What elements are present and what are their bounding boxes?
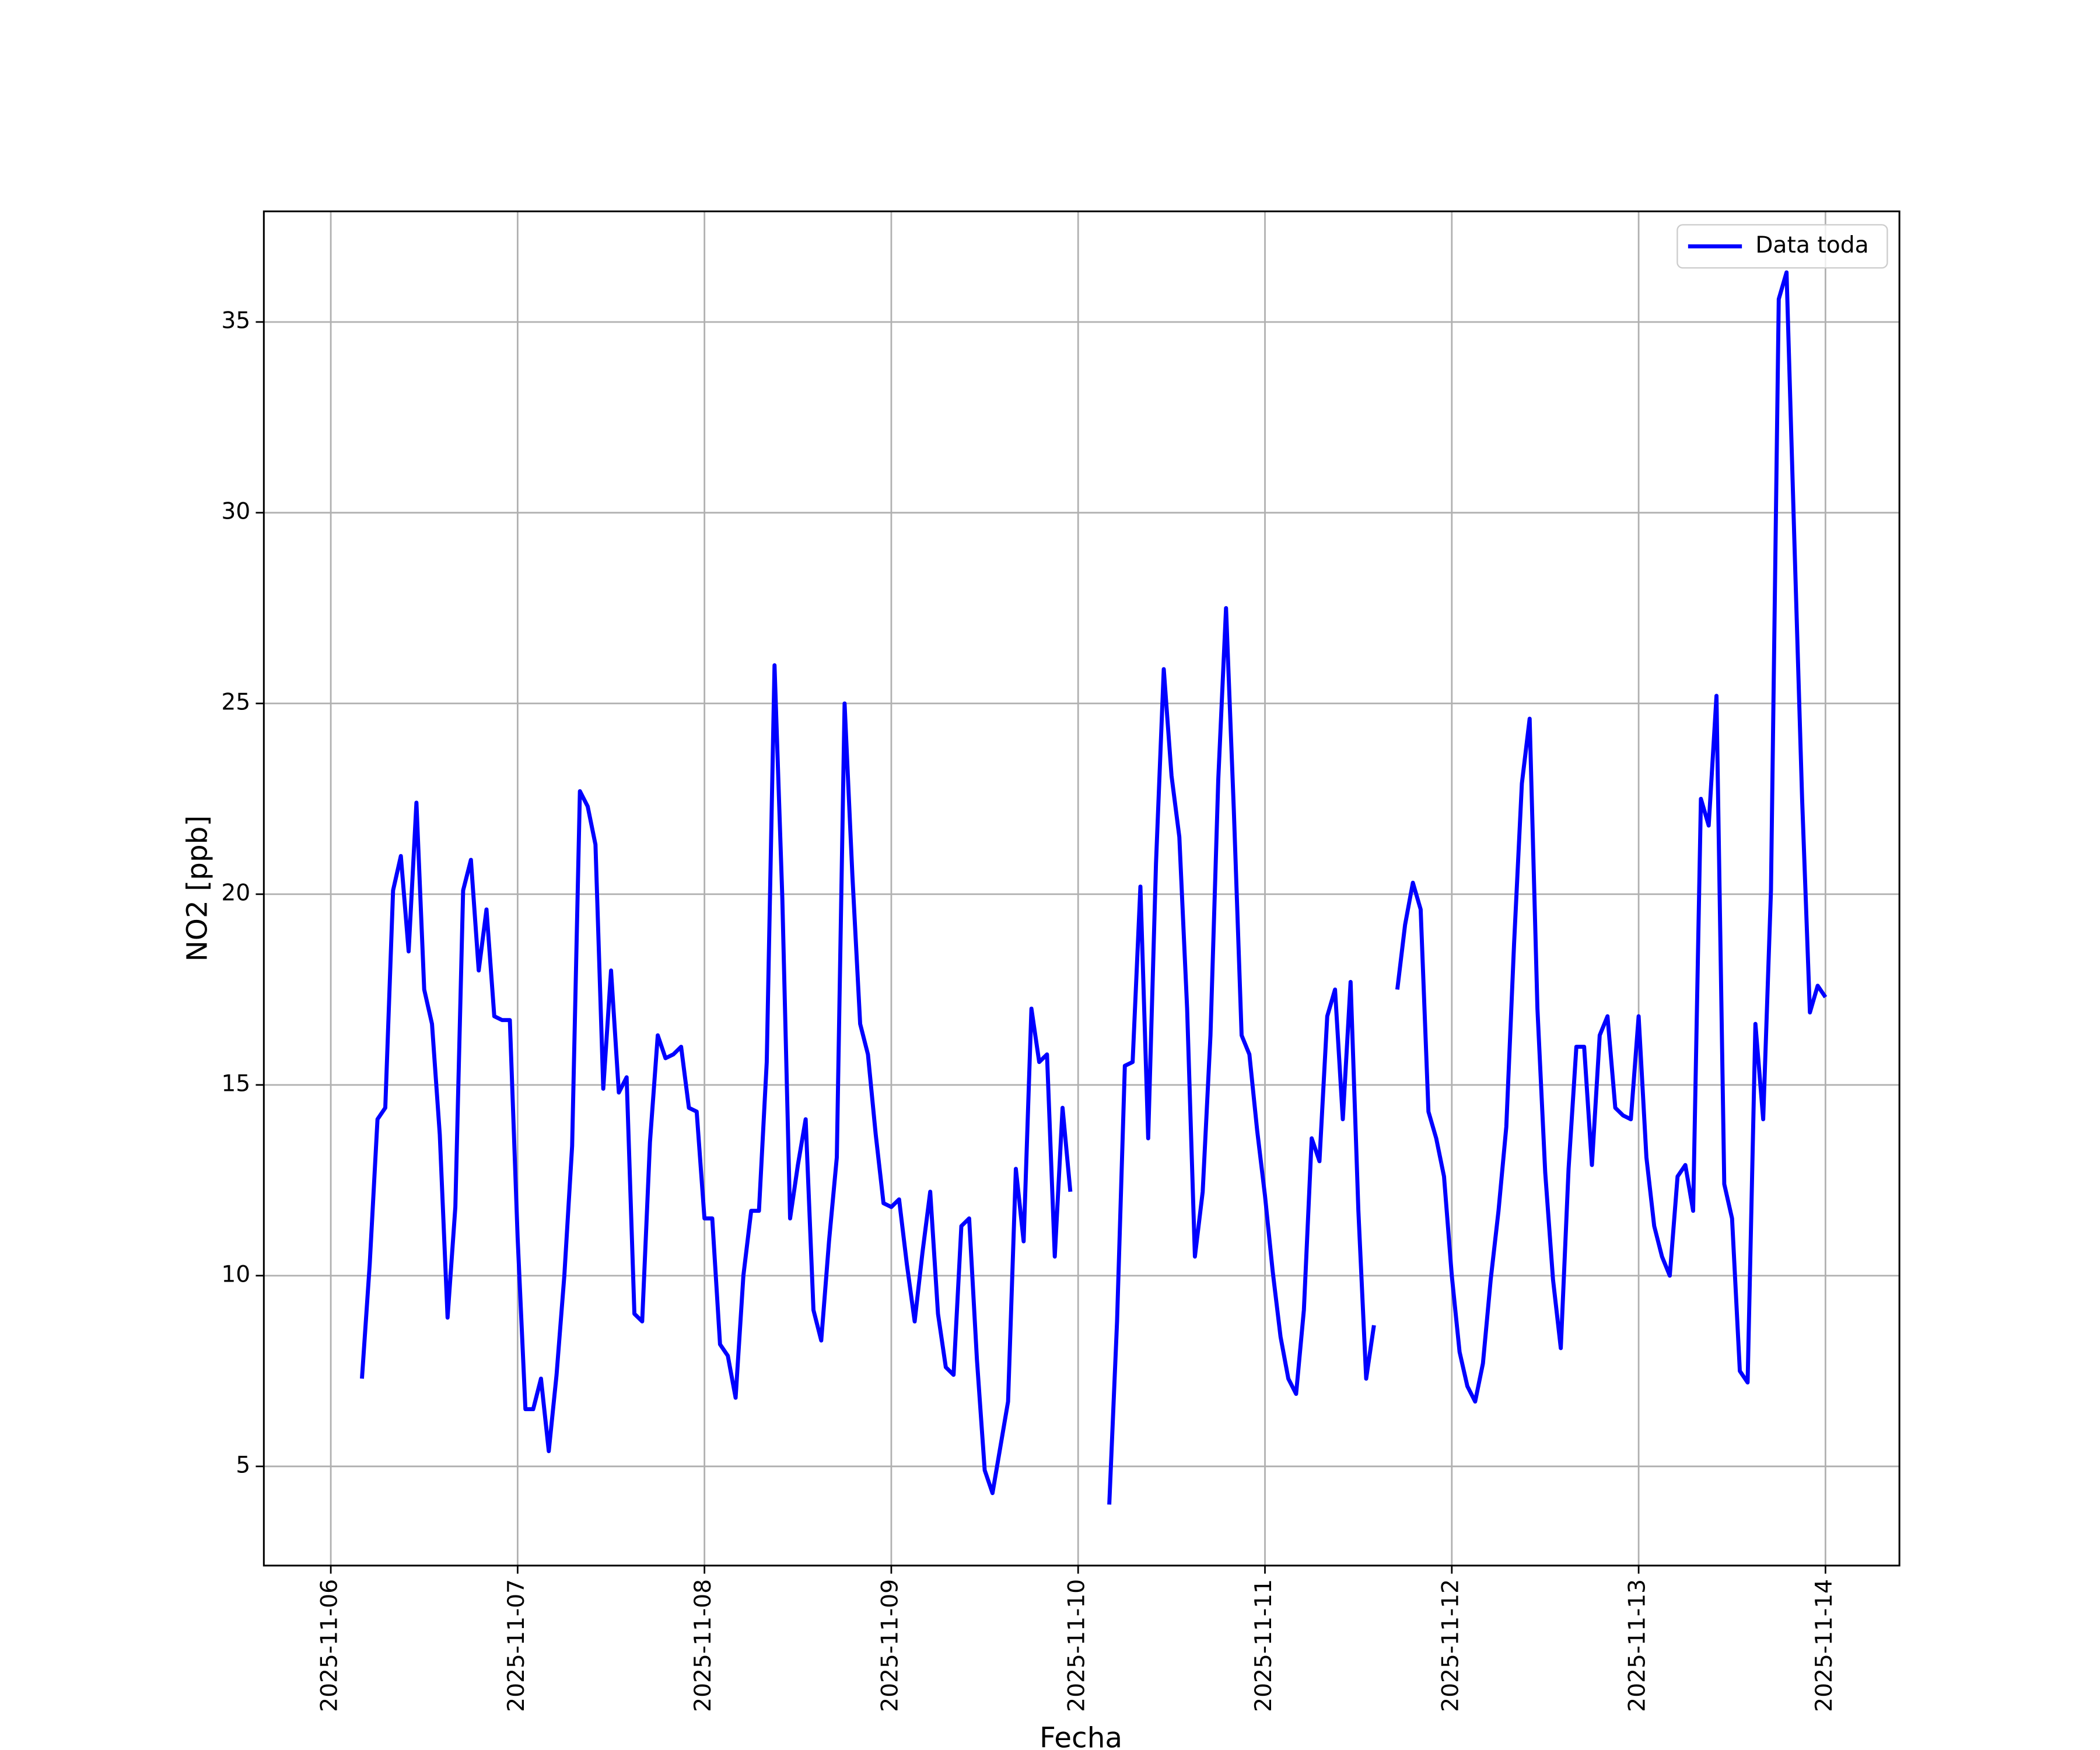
x-tick-label: 2025-11-13 [1625, 1579, 1651, 1712]
legend-box [1676, 224, 1888, 269]
y-tick-label: 5 [236, 1452, 250, 1478]
x-tick-label: 2025-11-11 [1251, 1579, 1277, 1712]
y-tick-label: 35 [221, 307, 250, 334]
x-tick-label: 2025-11-10 [1064, 1579, 1090, 1712]
x-tick-label: 2025-11-06 [317, 1579, 343, 1712]
x-tick-label: 2025-11-14 [1811, 1579, 1838, 1712]
axes-frame [262, 210, 1901, 1567]
x-tick-label: 2025-11-07 [503, 1579, 530, 1712]
legend-label: Data toda [1755, 232, 1868, 258]
plot-area [264, 211, 1900, 1566]
legend: Data toda [1676, 224, 1888, 269]
data-line [360, 270, 1828, 1505]
y-tick-label: 15 [221, 1070, 250, 1097]
x-tick-label: 2025-11-08 [690, 1579, 716, 1712]
x-tick-label: 2025-11-12 [1437, 1579, 1464, 1712]
x-tick-label: 2025-11-09 [877, 1579, 903, 1712]
y-tick-label: 20 [221, 880, 250, 906]
y-tick-label: 10 [221, 1261, 250, 1287]
y-tick-label: 25 [221, 689, 250, 715]
y-axis-label: NO2 [ppb] [181, 816, 214, 962]
x-axis-label: Fecha [1040, 1721, 1122, 1750]
y-tick-label: 30 [221, 498, 250, 524]
